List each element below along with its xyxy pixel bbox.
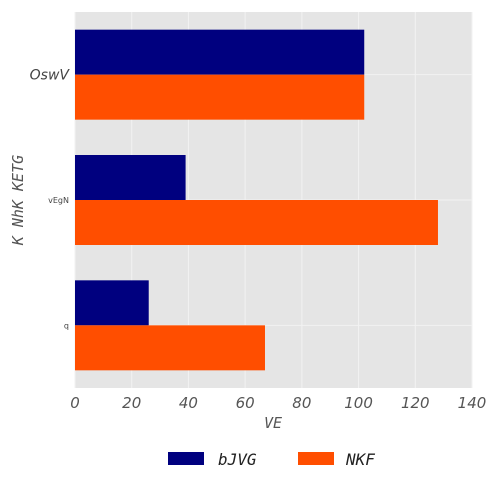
bar-NKF-q [75,325,265,371]
bars [75,29,438,371]
bar-bJVG-vEgN [75,155,186,200]
x-tick-label: 60 [236,394,255,412]
y-tick-label: OswV [30,68,71,84]
x-tick-label: 80 [292,394,311,412]
bar-bJVG-q [75,280,149,326]
bar-bJVG-OswV [75,29,365,75]
x-tick-label: 100 [344,394,373,412]
x-tick-label: 40 [179,394,198,412]
legend: bJVG NKF [168,450,375,469]
x-tick-labels: 0 20 40 60 80 100 120 140 [70,394,486,412]
legend-label: NKF [345,450,375,469]
x-tick-label: 140 [458,394,487,412]
legend-swatch-bJVG [168,452,204,465]
x-tick-label: 0 [70,394,80,412]
x-tick-label: 20 [122,394,141,412]
x-axis-label: VE [264,414,282,432]
y-tick-labels: OswV vEgN q [30,68,71,331]
legend-label: bJVG [218,450,257,469]
y-axis-label: K NhK KETG [9,155,27,246]
y-tick-label: vEgN [48,196,69,205]
bar-NKF-vEgN [75,200,438,245]
x-tick-label: 120 [401,394,430,412]
legend-swatch-NKF [298,452,334,465]
y-tick-label: q [64,321,69,330]
bar-NKF-OswV [75,74,365,120]
